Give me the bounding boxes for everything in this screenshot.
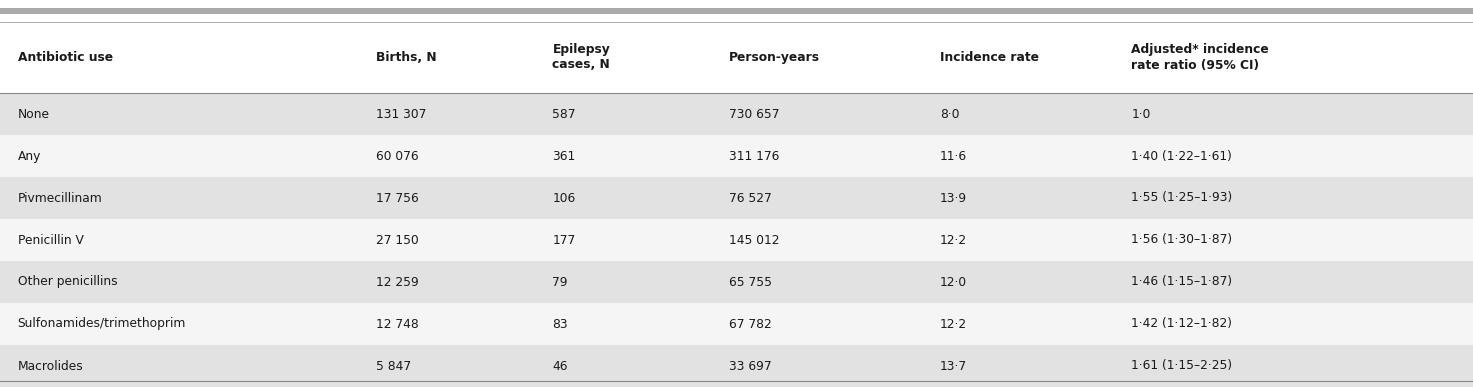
Text: 13·7: 13·7 xyxy=(940,360,966,373)
Text: 177: 177 xyxy=(552,233,576,247)
Text: None: None xyxy=(18,108,50,120)
Text: 12 748: 12 748 xyxy=(376,317,418,330)
Text: Incidence rate: Incidence rate xyxy=(940,51,1038,64)
Text: Other penicillins: Other penicillins xyxy=(18,276,118,288)
Bar xyxy=(0,177,1473,219)
Text: 106: 106 xyxy=(552,192,576,204)
Text: Antibiotic use: Antibiotic use xyxy=(18,51,113,64)
Bar xyxy=(0,93,1473,135)
Text: 1·0: 1·0 xyxy=(1131,108,1150,120)
Text: 65 755: 65 755 xyxy=(729,276,772,288)
Text: Penicillin V: Penicillin V xyxy=(18,233,84,247)
Text: 11·6: 11·6 xyxy=(940,149,966,163)
Text: 1·56 (1·30–1·87): 1·56 (1·30–1·87) xyxy=(1131,233,1233,247)
Text: 131 307: 131 307 xyxy=(376,108,426,120)
Bar xyxy=(0,135,1473,177)
Text: 67 782: 67 782 xyxy=(729,317,772,330)
Bar xyxy=(0,219,1473,261)
Text: 33 697: 33 697 xyxy=(729,360,772,373)
Bar xyxy=(0,261,1473,303)
Text: 311 176: 311 176 xyxy=(729,149,779,163)
Text: 145 012: 145 012 xyxy=(729,233,779,247)
Text: 79: 79 xyxy=(552,276,569,288)
Text: 46: 46 xyxy=(552,360,569,373)
Bar xyxy=(0,303,1473,345)
Text: Any: Any xyxy=(18,149,41,163)
Text: 361: 361 xyxy=(552,149,576,163)
Text: 587: 587 xyxy=(552,108,576,120)
Text: 1·46 (1·15–1·87): 1·46 (1·15–1·87) xyxy=(1131,276,1233,288)
Text: Epilepsy
cases, N: Epilepsy cases, N xyxy=(552,43,610,72)
Text: Person-years: Person-years xyxy=(729,51,820,64)
Text: 12·2: 12·2 xyxy=(940,317,966,330)
Text: 12 259: 12 259 xyxy=(376,276,418,288)
Text: Births, N: Births, N xyxy=(376,51,436,64)
Text: Adjusted* incidence
rate ratio (95% CI): Adjusted* incidence rate ratio (95% CI) xyxy=(1131,43,1270,72)
Bar xyxy=(0,345,1473,387)
Text: Pivmecillinam: Pivmecillinam xyxy=(18,192,103,204)
Text: 83: 83 xyxy=(552,317,569,330)
Text: 13·9: 13·9 xyxy=(940,192,966,204)
Text: 1·61 (1·15–2·25): 1·61 (1·15–2·25) xyxy=(1131,360,1233,373)
Text: Sulfonamides/trimethoprim: Sulfonamides/trimethoprim xyxy=(18,317,186,330)
Text: 1·40 (1·22–1·61): 1·40 (1·22–1·61) xyxy=(1131,149,1231,163)
Text: 8·0: 8·0 xyxy=(940,108,959,120)
Text: 12·0: 12·0 xyxy=(940,276,966,288)
Text: 60 076: 60 076 xyxy=(376,149,418,163)
Text: 1·42 (1·12–1·82): 1·42 (1·12–1·82) xyxy=(1131,317,1233,330)
Text: 12·2: 12·2 xyxy=(940,233,966,247)
Text: 27 150: 27 150 xyxy=(376,233,418,247)
Text: 17 756: 17 756 xyxy=(376,192,418,204)
Bar xyxy=(0,14,1473,93)
Bar xyxy=(0,8,1473,14)
Text: 76 527: 76 527 xyxy=(729,192,772,204)
Text: 5 847: 5 847 xyxy=(376,360,411,373)
Text: 730 657: 730 657 xyxy=(729,108,779,120)
Text: 1·55 (1·25–1·93): 1·55 (1·25–1·93) xyxy=(1131,192,1233,204)
Text: Macrolides: Macrolides xyxy=(18,360,84,373)
